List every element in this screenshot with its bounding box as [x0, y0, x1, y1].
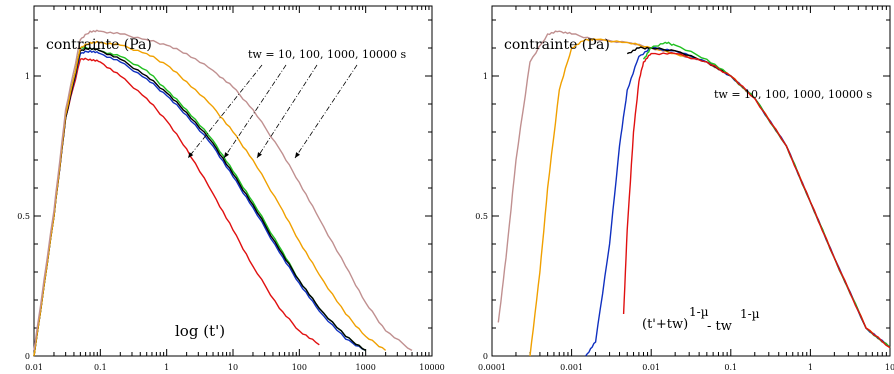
y-axis-label: contrainte (Pa) [46, 37, 152, 53]
x-tick-label: 0.01 [25, 363, 43, 372]
y-tick-label: 0.5 [475, 212, 488, 221]
annotation-arrow [256, 64, 318, 159]
series-line-2 [529, 37, 891, 357]
annotation-arrow [187, 64, 263, 159]
series-line-5 [33, 40, 387, 357]
plot-frame [491, 5, 891, 357]
right-panel: 0.0001 0.001 0.01 0.1 1 10 0 0.5 1 contrainte (Pa… [475, 5, 894, 372]
arrow-head [257, 152, 262, 158]
annotation-arrow [223, 64, 287, 159]
x-tick-label: 10000 [419, 363, 444, 372]
series-line-6 [622, 51, 891, 349]
x-axis-label: log (t') [175, 322, 225, 340]
x-tick-label: 1000 [355, 363, 375, 372]
x-axis-label-exponent: 1-µ [740, 307, 760, 321]
tw-annotation: tw = 10, 100, 1000, 10000 s [248, 48, 407, 61]
series-line-1 [497, 30, 891, 349]
x-tick-label: 1 [164, 363, 169, 372]
series-line-1 [33, 57, 320, 357]
x-tick-label: 10 [228, 363, 238, 372]
y-tick-label: 0 [25, 352, 30, 361]
left-panel: 0.01 0.1 1 10 100 1000 10000 0 0.5 1 contrainte (P… [17, 5, 445, 372]
x-tick-label: 0.01 [642, 363, 660, 372]
series-line-2 [33, 49, 366, 357]
x-tick-label: 0.0001 [478, 363, 506, 372]
x-tick-label: 1 [808, 363, 813, 372]
series-line-3 [33, 46, 367, 357]
x-tick-label: 0.1 [724, 363, 737, 372]
x-axis-label-exponent: 1-µ [689, 305, 709, 319]
arrow-head [295, 152, 301, 158]
y-axis-label: contrainte (Pa) [504, 37, 610, 53]
y-tick-label: 1 [483, 72, 488, 81]
tw-annotation: tw = 10, 100, 1000, 10000 s [714, 88, 873, 101]
x-axis-label-base: (t'+tw) [642, 317, 688, 332]
x-tick-label: 100 [292, 363, 307, 372]
x-tick-label: 10 [885, 363, 894, 372]
arrow-head [188, 152, 194, 158]
x-tick-label: 0.001 [560, 363, 583, 372]
y-tick-label: 0 [483, 352, 488, 361]
y-tick-label: 1 [25, 72, 30, 81]
x-axis-label-middle: - tw [707, 319, 732, 334]
annotation-arrow [294, 64, 358, 159]
arrow-head [224, 152, 230, 158]
y-tick-label: 0.5 [17, 212, 30, 221]
series-line-6 [33, 29, 413, 352]
x-tick-label: 0.1 [94, 363, 107, 372]
